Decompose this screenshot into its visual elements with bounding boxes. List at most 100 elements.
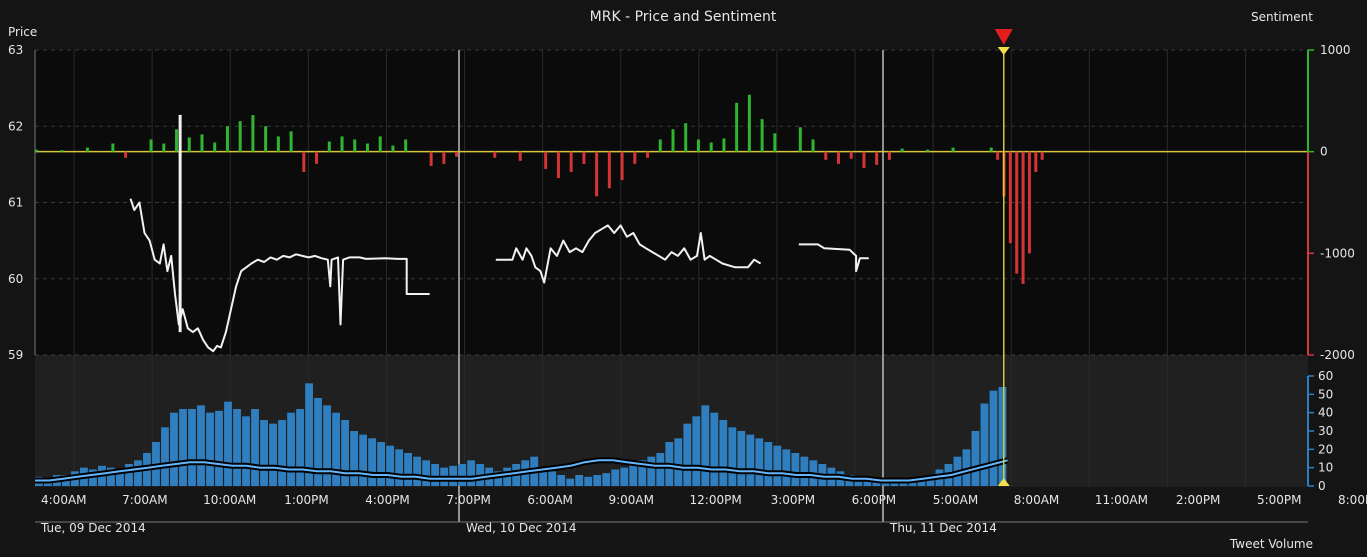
sentiment-bar	[996, 151, 1000, 160]
price-line	[798, 243, 869, 273]
sentiment-bar	[836, 151, 840, 164]
volume-bar	[755, 438, 764, 486]
volume-bar	[629, 464, 638, 486]
volume-bar	[305, 383, 313, 486]
sentiment-bar	[302, 151, 306, 172]
volume-tick-label: 0	[1318, 479, 1326, 493]
day-label: Wed, 10 Dec 2014	[466, 521, 576, 535]
sentiment-bar	[862, 151, 866, 168]
volume-bar	[566, 478, 575, 486]
price-tick-label: 61	[8, 196, 23, 210]
sentiment-bar	[633, 151, 637, 164]
volume-bar	[377, 442, 386, 486]
sentiment-bar	[1021, 151, 1025, 284]
volume-bar	[404, 453, 413, 486]
time-axis-labels: 4:00AM 7:00AM 10:00AM 1:00PM 4:00PM 7:00PM 6:0…	[41, 493, 1367, 507]
sentiment-bar	[684, 123, 688, 152]
sentiment-bar	[849, 151, 853, 159]
sentiment-axis: -2000 -1000 0 1000	[1307, 43, 1355, 362]
sentiment-bar	[1034, 151, 1038, 172]
time-label: 6:00AM	[527, 493, 573, 507]
sentiment-bar	[264, 126, 268, 152]
cursor-top-handle	[997, 47, 1010, 55]
price-axis-label: Price	[8, 25, 37, 39]
sentiment-bar	[595, 151, 599, 197]
sentiment-bar	[671, 129, 675, 152]
sentiment-tick-label: -1000	[1320, 246, 1355, 260]
volume-bar	[431, 464, 440, 486]
sentiment-bar	[200, 134, 204, 152]
price-tick-label: 59	[8, 348, 23, 362]
volume-bar	[116, 469, 124, 486]
time-label: 7:00PM	[446, 493, 491, 507]
sentiment-bar	[773, 133, 777, 152]
sentiment-bar	[162, 143, 166, 152]
time-label: 2:00PM	[1176, 493, 1221, 507]
volume-bar	[701, 405, 710, 486]
volume-bar	[323, 405, 331, 486]
volume-bar	[134, 460, 142, 486]
volume-tick-label: 30	[1318, 424, 1333, 438]
volume-bar	[341, 420, 349, 486]
sentiment-bar	[187, 137, 191, 152]
volume-bar	[179, 409, 187, 486]
volume-tick-label: 40	[1318, 406, 1333, 420]
volume-bar	[161, 427, 169, 486]
volume-bar	[422, 460, 431, 486]
volume-bar	[233, 409, 241, 486]
sentiment-bar	[747, 94, 751, 152]
sentiment-bar	[149, 139, 153, 152]
volume-bar	[647, 456, 656, 486]
volume-bar	[557, 475, 566, 486]
sentiment-bar	[607, 151, 611, 189]
sentiment-tick-label: 0	[1320, 145, 1328, 159]
sentiment-bar	[582, 151, 586, 164]
sentiment-bar	[824, 151, 828, 160]
sentiment-bar	[442, 151, 446, 164]
volume-bar	[170, 412, 178, 486]
sentiment-bar	[926, 149, 930, 152]
volume-bar	[692, 416, 701, 486]
time-cursor[interactable]	[994, 29, 1013, 486]
volume-bar	[386, 445, 395, 486]
volume-bar	[125, 464, 133, 486]
time-label: 9:00AM	[608, 493, 654, 507]
sentiment-bar	[709, 142, 713, 152]
sentiment-bar	[111, 143, 115, 152]
volume-axis: 0 10 20 30 40 50 60	[1307, 369, 1333, 493]
volume-moving-average	[35, 457, 1009, 484]
volume-bar	[206, 412, 214, 486]
sentiment-bar	[251, 115, 255, 152]
volume-bar	[899, 482, 908, 486]
sentiment-bar	[289, 131, 293, 152]
time-label: 3:00PM	[771, 493, 816, 507]
sentiment-bar	[315, 151, 319, 164]
volume-bar	[368, 438, 377, 486]
volume-bar	[107, 467, 115, 486]
time-label: 6:00PM	[852, 493, 897, 507]
volume-bar	[764, 442, 773, 486]
price-tick-label: 63	[8, 43, 23, 57]
volume-tick-label: 50	[1318, 387, 1333, 401]
volume-bar	[395, 449, 404, 486]
volume-bar	[683, 423, 692, 486]
price-tick-label: 60	[8, 272, 23, 286]
time-axis-area	[35, 487, 1308, 545]
volume-bar	[980, 403, 989, 486]
sentiment-bar	[951, 147, 955, 152]
day-label: Tue, 09 Dec 2014	[40, 521, 146, 535]
volume-bar	[548, 471, 557, 486]
volume-bar	[575, 475, 584, 486]
sentiment-bar	[1015, 151, 1019, 274]
sentiment-bar	[658, 139, 662, 152]
day-label: Thu, 11 Dec 2014	[889, 521, 997, 535]
volume-bar	[710, 412, 719, 486]
volume-ma-line	[35, 459, 1008, 482]
sentiment-bar	[213, 142, 217, 152]
volume-bar	[458, 464, 467, 486]
sentiment-bar	[327, 141, 331, 152]
price-line	[495, 224, 762, 284]
sentiment-bar	[493, 151, 497, 158]
volume-tick-label: 10	[1318, 461, 1333, 475]
